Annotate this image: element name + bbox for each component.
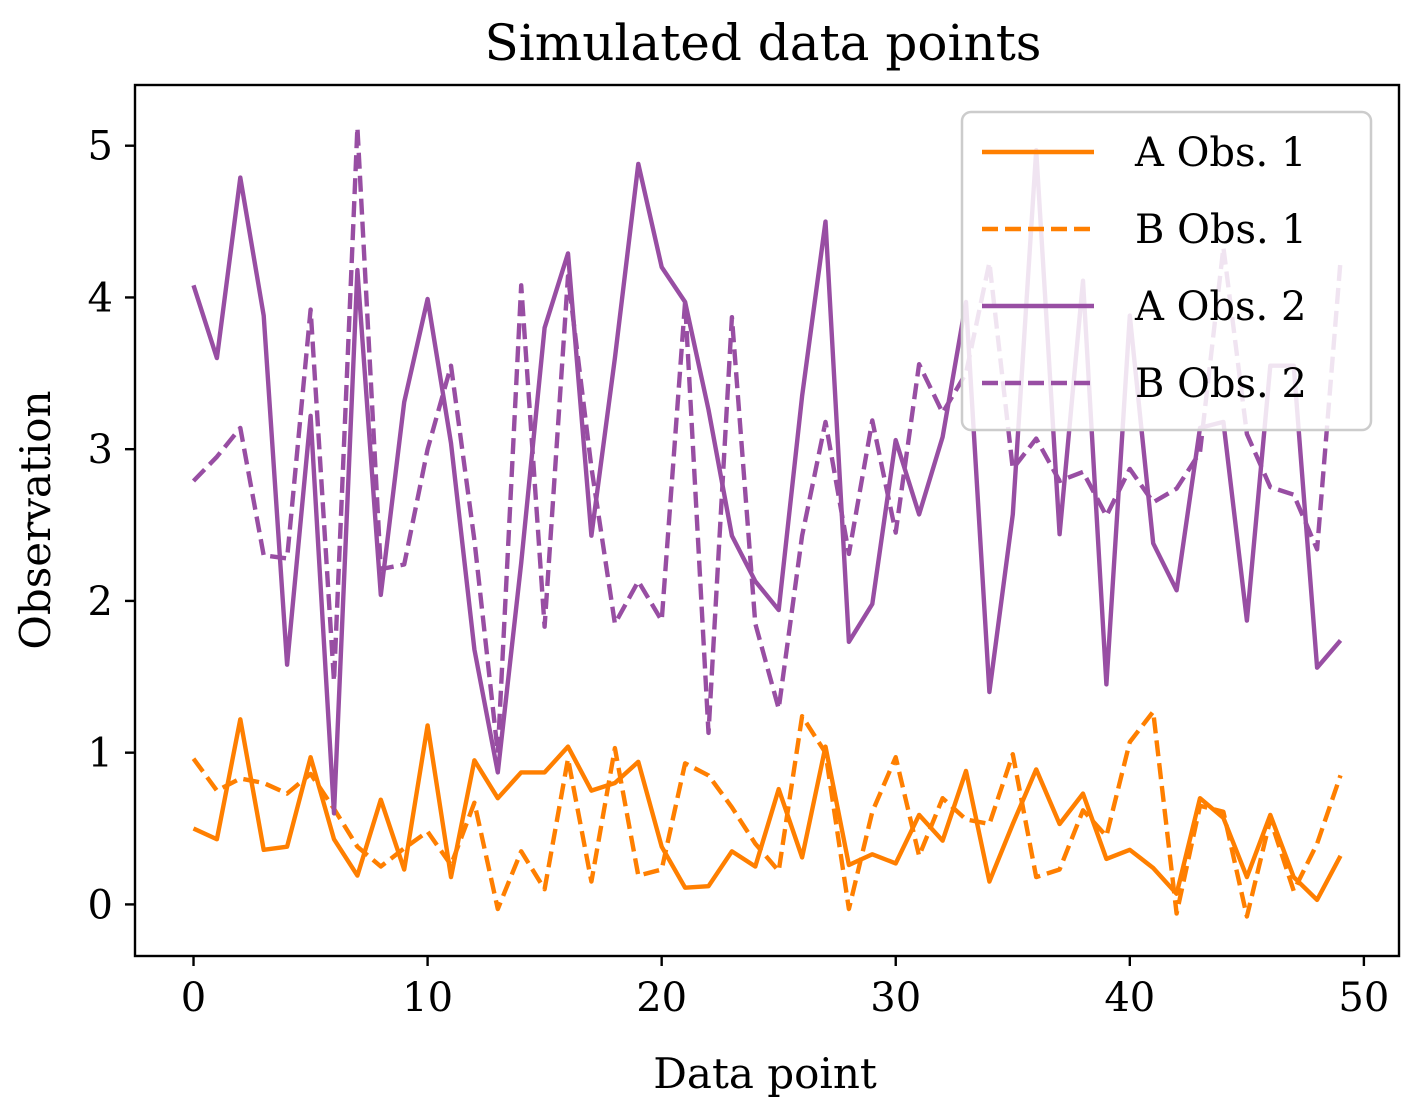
x-axis: 0 10 20 30 40 50 <box>181 956 1389 1021</box>
plot-area-frame <box>133 83 1401 958</box>
y-axis: 0 1 2 3 4 5 <box>88 124 135 928</box>
x-tick-label: 10 <box>402 975 453 1021</box>
y-tick-label: 5 <box>88 124 113 170</box>
x-tick-label: 30 <box>870 975 921 1021</box>
y-tick-label: 2 <box>88 579 113 625</box>
x-tick-label: 0 <box>181 975 206 1021</box>
y-axis-label: Observation <box>11 390 60 649</box>
legend-label-2: B Obs. 1 <box>1135 207 1307 253</box>
legend-box <box>960 110 1373 432</box>
series-line-3 <box>191 148 1343 816</box>
y-tick-label: 1 <box>88 731 113 777</box>
x-tick-label: 40 <box>1104 975 1155 1021</box>
chart-title: Simulated data points <box>485 14 1042 72</box>
x-axis-label: Data point <box>653 1049 877 1098</box>
series-layer <box>191 125 1343 919</box>
y-tick-label: 4 <box>88 275 113 321</box>
y-tick-label: 3 <box>88 427 113 473</box>
x-tick-label: 50 <box>1338 975 1389 1021</box>
y-tick-label: 0 <box>88 882 113 928</box>
x-tick-label: 20 <box>636 975 687 1021</box>
legend-label-1: A Obs. 1 <box>1134 130 1306 176</box>
series-line-2 <box>191 709 1343 919</box>
legend-label-4: B Obs. 2 <box>1135 361 1307 407</box>
series-line-1 <box>192 717 1343 903</box>
legend: A Obs. 1 B Obs. 1 A Obs. 2 B Obs. 2 <box>960 110 1373 432</box>
legend-label-3: A Obs. 2 <box>1134 284 1306 330</box>
series-line-4 <box>191 125 1343 755</box>
